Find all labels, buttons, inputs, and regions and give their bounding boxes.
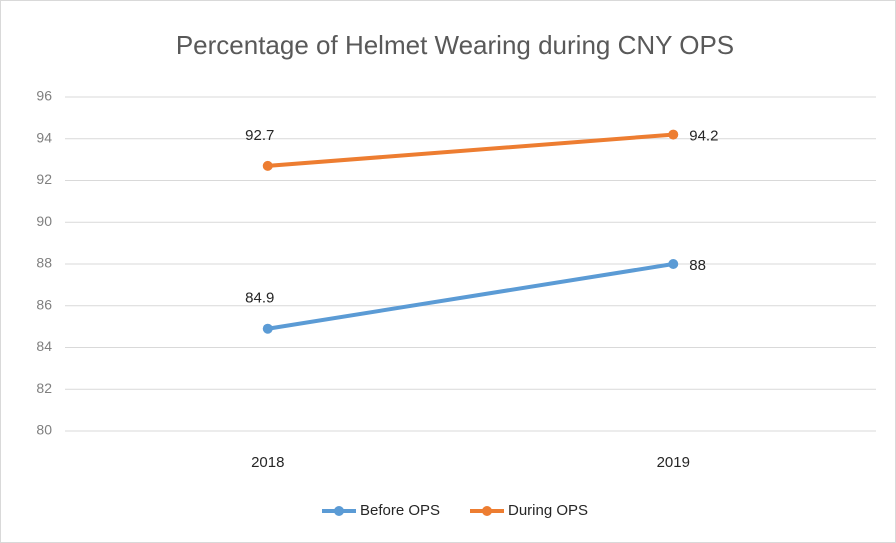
y-tick-label: 94 xyxy=(36,129,52,145)
y-tick-label: 82 xyxy=(36,380,52,396)
series-line xyxy=(265,132,676,168)
data-point xyxy=(668,129,679,140)
series-line xyxy=(265,262,676,331)
data-label: 92.7 xyxy=(245,127,274,144)
data-label: 84.9 xyxy=(245,290,274,307)
legend-marker xyxy=(482,506,492,516)
data-label: 94.2 xyxy=(689,128,718,145)
chart-title: Percentage of Helmet Wearing during CNY … xyxy=(176,30,734,60)
data-label: 88 xyxy=(689,257,706,274)
y-tick-label: 80 xyxy=(36,422,52,438)
y-tick-label: 92 xyxy=(36,171,52,187)
y-tick-label: 84 xyxy=(36,338,52,354)
data-point xyxy=(668,259,679,269)
data-point xyxy=(262,160,273,171)
y-tick-label: 96 xyxy=(36,88,52,104)
x-tick-label: 2018 xyxy=(251,454,284,471)
y-tick-label: 90 xyxy=(36,213,52,229)
legend-label: Before OPS xyxy=(360,502,440,519)
legend-marker xyxy=(334,506,344,516)
data-point xyxy=(262,323,273,334)
y-tick-label: 86 xyxy=(36,296,52,312)
x-tick-label: 2019 xyxy=(657,454,690,471)
legend-label: During OPS xyxy=(508,502,588,519)
y-tick-label: 88 xyxy=(36,255,52,271)
